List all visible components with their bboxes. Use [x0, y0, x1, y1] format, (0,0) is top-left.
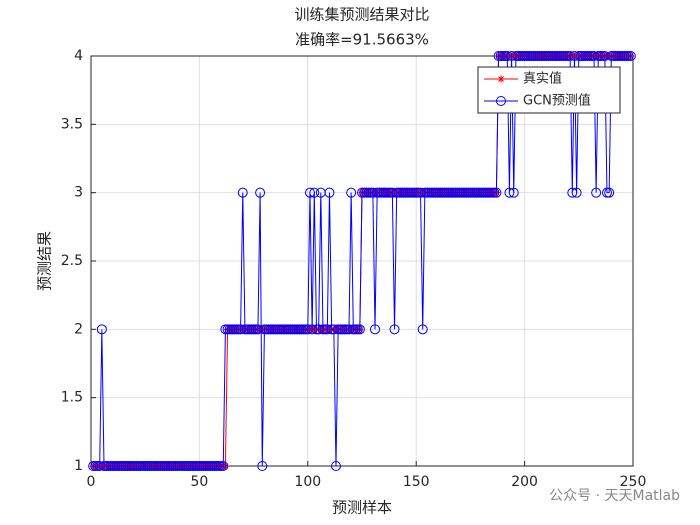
legend-label: 真实值: [523, 71, 562, 87]
y-tick-label: 3: [74, 185, 83, 201]
x-tick-label: 250: [620, 474, 647, 490]
y-tick-label: 2.5: [61, 253, 83, 269]
point-marker: [346, 187, 357, 198]
axes-box: [90, 55, 634, 467]
x-tick-label: 150: [403, 474, 430, 490]
point-marker: [504, 187, 515, 198]
point-marker: [591, 187, 602, 198]
point-marker: [571, 187, 582, 198]
point-marker: [604, 187, 615, 198]
point-marker: [354, 324, 365, 335]
point-marker: [508, 187, 519, 198]
y-tick-label: 1.5: [61, 390, 83, 406]
point-marker: [370, 324, 381, 335]
point-marker: [330, 461, 341, 471]
point-marker: [218, 461, 229, 471]
x-axis-label: 预测样本: [332, 499, 392, 517]
x-tick-label: 100: [294, 474, 321, 490]
chart-subtitle: 准确率=91.5663%: [295, 31, 429, 49]
y-tick-label: 2: [74, 321, 83, 337]
legend: 真实值 GCN预测值: [477, 66, 621, 114]
point-marker: [96, 324, 107, 335]
point-marker: [309, 187, 320, 198]
point-marker: [417, 324, 428, 335]
chart-title: 训练集预测结果对比: [294, 6, 429, 24]
legend-label: GCN预测值: [523, 93, 591, 109]
point-marker: [567, 187, 578, 198]
x-tick-label: 200: [511, 474, 538, 490]
watermark: 公众号 · 天天Matlab: [549, 488, 680, 504]
legend-marker: [496, 96, 506, 106]
point-marker: [257, 461, 268, 471]
point-marker: [255, 187, 266, 198]
point-marker: [307, 324, 318, 335]
point-marker: [304, 187, 315, 198]
y-tick-label: 3.5: [61, 116, 83, 132]
point-marker: [322, 324, 333, 335]
x-tick-label: 0: [87, 474, 96, 490]
legend-marker: [497, 75, 505, 83]
y-axis-label: 预测结果: [36, 231, 54, 291]
y-tick-label: 4: [74, 48, 83, 64]
point-marker: [491, 187, 502, 198]
point-marker: [389, 324, 400, 335]
point-marker: [237, 187, 248, 198]
x-tick-label: 50: [190, 474, 208, 490]
point-marker: [324, 187, 335, 198]
point-marker: [625, 51, 636, 61]
y-tick-label: 1: [74, 458, 83, 474]
